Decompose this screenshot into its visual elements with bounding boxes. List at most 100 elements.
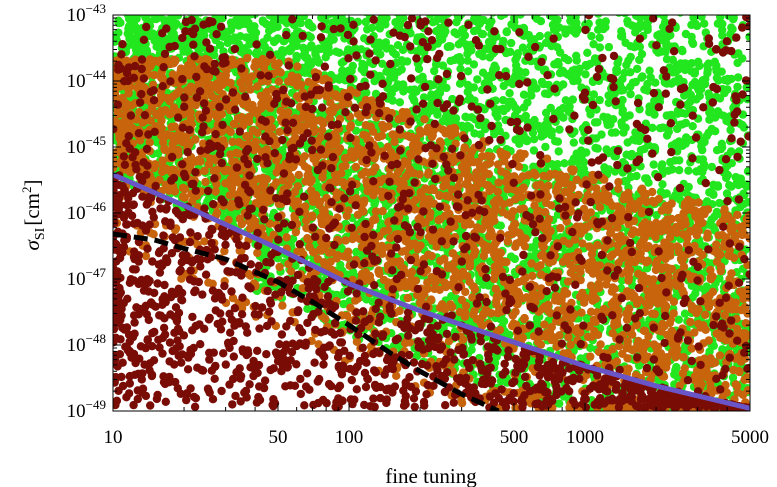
scatter-point: [692, 95, 701, 104]
scatter-point: [587, 31, 596, 41]
scatter-point: [662, 41, 671, 50]
scatter-point: [551, 26, 560, 35]
scatter-point: [430, 66, 439, 76]
scatter-point: [726, 125, 735, 135]
scatter-point: [381, 38, 391, 47]
scatter-point: [388, 67, 398, 76]
scatter-point: [703, 61, 712, 70]
scatter-point: [293, 62, 302, 71]
scatter-point: [265, 21, 274, 30]
scatter-point: [638, 72, 647, 81]
scatter-point: [490, 61, 499, 70]
scatter-point: [604, 98, 613, 108]
scatter-point: [734, 180, 743, 190]
scatter-point: [475, 19, 484, 28]
scatter-point: [712, 73, 722, 83]
scatter-point: [289, 38, 298, 47]
scatter-point: [601, 17, 610, 26]
scatter-point: [170, 22, 179, 31]
scatter-point: [438, 61, 448, 70]
scatter-point: [581, 60, 591, 70]
scatter-point: [499, 317, 509, 326]
scatter-point: [581, 70, 590, 79]
scatter-point: [619, 85, 628, 95]
scatter-point: [738, 120, 747, 130]
scatter-point: [271, 36, 280, 45]
scatter-point: [433, 110, 442, 119]
scatter-point: [593, 118, 602, 127]
scatter-point: [731, 173, 740, 182]
scatter-point: [312, 53, 321, 63]
scatter-point: [307, 41, 316, 50]
scatter-point: [589, 40, 598, 49]
scatter-point: [537, 132, 546, 141]
scatter-point: [494, 105, 504, 115]
scatter-point: [684, 166, 693, 175]
scatter-point: [604, 42, 614, 52]
scatter-point: [675, 166, 684, 175]
scatter-point: [292, 54, 301, 64]
scatter-point: [521, 68, 530, 77]
scatter-point: [512, 66, 521, 75]
scatter-point: [572, 56, 581, 65]
scatter-point: [478, 68, 488, 77]
scatter-point: [469, 83, 479, 92]
scatter-point: [475, 49, 484, 59]
scatter-point: [701, 74, 710, 84]
scatter-point: [604, 165, 614, 174]
scatter-point: [553, 43, 562, 52]
scatter-point: [617, 276, 627, 285]
scatter-point: [382, 44, 391, 53]
scatter-point: [713, 181, 723, 190]
scatter-point: [702, 282, 711, 291]
scatter-point: [658, 180, 667, 189]
scatter-point: [678, 47, 687, 56]
scatter-point: [729, 15, 738, 24]
scatter-point: [462, 40, 471, 49]
scatter-point: [702, 197, 712, 206]
scatter-point: [282, 233, 291, 242]
scatter-point: [653, 31, 662, 40]
scatter-point: [688, 122, 697, 131]
scatter-point: [359, 63, 368, 73]
scatter-point: [723, 74, 732, 84]
scatter-point: [707, 124, 716, 134]
scatter-point: [626, 172, 636, 182]
scatter-point: [473, 75, 482, 84]
scatter-point: [649, 160, 658, 169]
scatter-point: [718, 19, 727, 29]
scatter-point: [446, 42, 455, 51]
scatter-point: [378, 59, 387, 68]
scatter-point: [367, 23, 377, 33]
scatter-point: [725, 181, 734, 190]
scatter-point: [547, 131, 556, 140]
scatter-point: [640, 144, 649, 154]
scatter-point: [680, 309, 690, 318]
scatter-point: [722, 116, 731, 126]
scatter-point: [618, 105, 627, 115]
scatter-point: [375, 24, 385, 33]
scatter-point: [541, 142, 550, 152]
scatter-point: [630, 42, 639, 52]
scatter-point: [541, 108, 551, 118]
scatter-point: [335, 48, 344, 57]
scatter-point: [718, 31, 727, 40]
scatter-point: [300, 68, 310, 78]
scatter-point: [698, 155, 708, 164]
scatter-point: [116, 18, 125, 27]
scatter-point: [705, 188, 714, 197]
scatter-point: [456, 64, 465, 74]
scatter-point: [374, 38, 384, 47]
scatter-point: [307, 22, 316, 31]
scatter-point: [626, 52, 635, 62]
scatter-point: [706, 106, 715, 115]
scatter-point: [132, 15, 141, 23]
scatter-point: [569, 138, 578, 147]
scatter-point: [263, 33, 272, 42]
scatter-point: [717, 139, 726, 148]
scatter-point: [361, 17, 370, 27]
scatter-point: [529, 146, 539, 155]
scatter-point: [695, 61, 704, 71]
scatter-point: [559, 113, 568, 122]
scatter-point: [648, 123, 657, 132]
